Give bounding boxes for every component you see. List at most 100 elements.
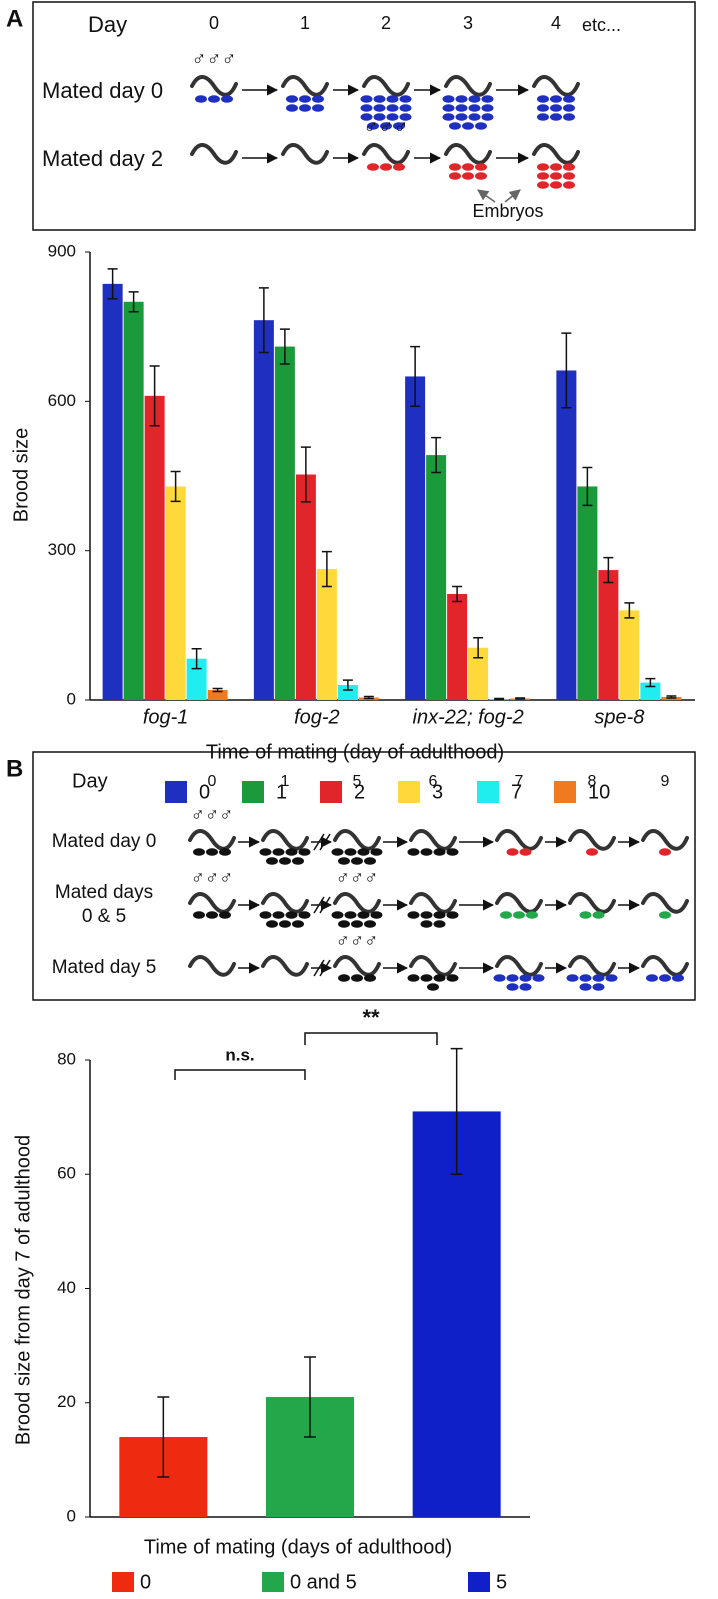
break [319,896,331,914]
embryo [550,172,562,180]
worm [568,829,616,851]
embryo [420,848,433,856]
day-number: 2 [381,13,391,33]
embryo [519,974,532,982]
bar [468,647,489,700]
embryo [449,122,461,130]
row-label: Mated day 0 [42,78,163,103]
embryo [364,920,376,928]
embryo [493,974,506,982]
worm [190,75,238,97]
embryo [605,974,618,982]
embryo [292,920,304,928]
embryo [357,911,370,919]
embryo [550,104,562,112]
embryo [312,104,324,112]
embryo [360,95,373,103]
break [313,959,325,977]
error-bar [363,695,374,700]
x-tick-label: fog-2 [294,706,340,728]
day-number: 6 [429,773,438,790]
worm [261,892,309,914]
error-bar [170,470,181,503]
embryo [563,104,575,112]
worm [281,75,329,97]
worm [495,829,543,851]
x-axis-title: Time of mating (days of adulthood) [144,1536,452,1558]
error-bar [128,291,139,313]
legend-label: 3 [432,781,443,803]
day-number: 3 [463,13,473,33]
worm [261,829,309,851]
error-bar [191,647,202,670]
embryo [367,163,379,171]
break [313,833,325,851]
embryo [219,848,231,856]
embryo [279,920,291,928]
embryo [455,113,468,121]
embryo [563,172,575,180]
error-bar [473,637,484,659]
embryo [373,113,386,121]
schematic-a-box [32,1,696,231]
embryo [259,911,272,919]
male-symbol: ♂♂♂ [191,805,234,826]
legend-swatch [165,781,187,803]
bar [556,370,577,700]
embryo [586,848,598,856]
legend-swatch [262,1572,284,1592]
error-bar [410,345,421,408]
embryo [442,113,455,121]
embryo [393,122,405,130]
x-axis-title: Time of mating (day of adulthood) [206,741,504,763]
legend-swatch [320,781,342,803]
y-tick-label: 900 [48,241,76,260]
embryo [279,857,291,865]
embryo [407,848,420,856]
embryo [550,113,562,121]
error-bar [107,268,118,300]
embryo [386,104,399,112]
embryo [299,104,311,112]
bar [447,593,468,700]
embryo [579,983,592,991]
embryo [468,95,481,103]
embryo [446,974,459,982]
legend-label: 2 [354,781,365,803]
embryo [550,163,562,171]
embryo [513,911,525,919]
error-bar [321,550,332,588]
embryo [475,172,487,180]
day-number: 4 [551,13,561,33]
embryo [386,95,399,103]
worm [281,143,329,165]
embryo [380,163,392,171]
embryo [285,848,298,856]
embryo [285,911,298,919]
worm [188,892,236,914]
day-number: 5 [353,773,362,790]
male-symbol: ♂♂♂ [192,48,237,70]
embryo-label: Embryos [472,201,543,221]
embryo [449,172,461,180]
embryo [659,974,671,982]
day-label: Day [72,770,108,792]
embryo [462,172,474,180]
error-bar [300,446,311,503]
embryo [592,983,605,991]
embryo [468,113,481,121]
embryo [446,911,459,919]
break [319,959,331,977]
embryo [563,95,575,103]
embryo [206,848,218,856]
embryo [312,95,324,103]
embryo [566,974,579,982]
break [313,896,325,914]
embryo [659,911,671,919]
error-bar [582,466,593,507]
y-axis-title: Brood size from day 7 of adulthood [12,1135,34,1445]
embryo [370,911,383,919]
y-tick-label: 20 [57,1392,76,1411]
legend-swatch [398,781,420,803]
legend-swatch [554,781,576,803]
